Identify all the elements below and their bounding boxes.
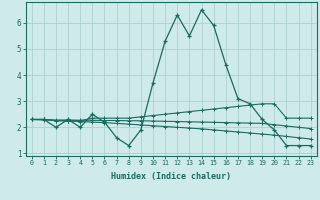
- X-axis label: Humidex (Indice chaleur): Humidex (Indice chaleur): [111, 172, 231, 181]
